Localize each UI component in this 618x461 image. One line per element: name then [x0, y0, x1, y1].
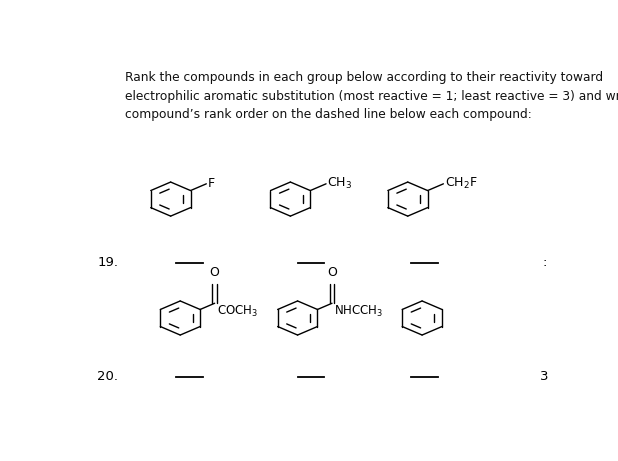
- Text: CH$_2$F: CH$_2$F: [445, 176, 478, 191]
- Text: 20.: 20.: [98, 370, 119, 383]
- Text: 19.: 19.: [98, 256, 119, 270]
- Text: 3: 3: [540, 370, 549, 383]
- Text: :: :: [542, 256, 546, 270]
- Text: F: F: [208, 177, 215, 190]
- Text: NHCCH$_3$: NHCCH$_3$: [334, 304, 384, 319]
- Text: COCH$_3$: COCH$_3$: [217, 304, 258, 319]
- Text: O: O: [327, 266, 337, 279]
- Text: O: O: [210, 266, 219, 279]
- Text: CH$_3$: CH$_3$: [328, 176, 353, 191]
- Text: Rank the compounds in each group below according to their reactivity toward
elec: Rank the compounds in each group below a…: [125, 71, 618, 121]
